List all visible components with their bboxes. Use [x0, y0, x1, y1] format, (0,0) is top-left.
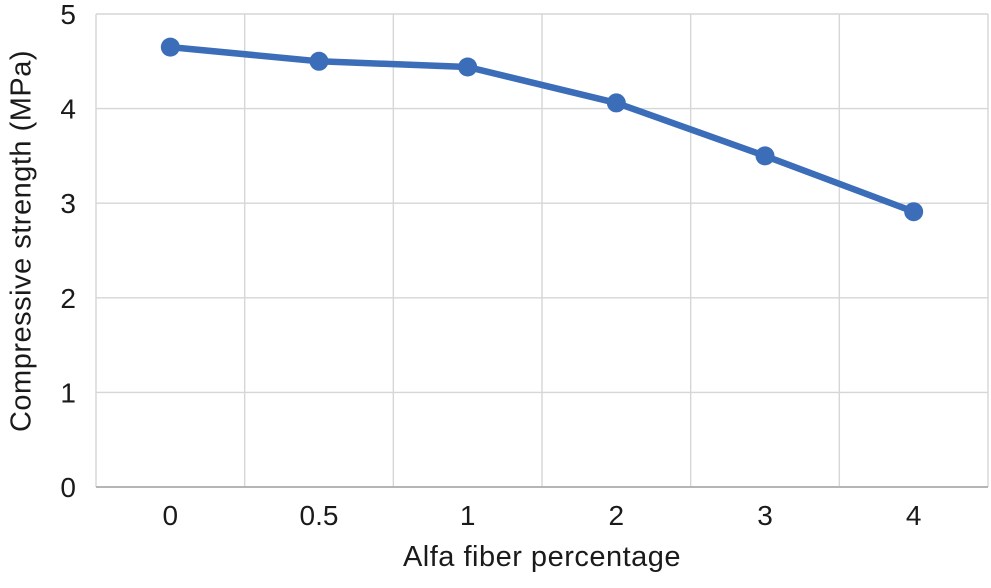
x-tick-label: 0.5: [300, 500, 339, 531]
x-tick-label: 1: [460, 500, 476, 531]
data-line: [167, 43, 917, 215]
y-tick-label: 1: [60, 377, 76, 408]
data-point: [160, 37, 180, 57]
y-tick-label: 0: [60, 472, 76, 503]
y-tick-label: 5: [60, 0, 76, 30]
y-tick-label: 2: [60, 283, 76, 314]
x-tick-label: 3: [757, 500, 773, 531]
x-tick-label: 0: [163, 500, 179, 531]
y-axis-title: Compressive strength (MPa): [5, 49, 38, 433]
data-point: [755, 146, 775, 166]
x-tick-label: 2: [609, 500, 625, 531]
data-point: [458, 57, 478, 77]
y-tick-label: 3: [60, 188, 76, 219]
data-point: [309, 51, 329, 71]
data-point: [606, 93, 626, 113]
x-tick-label: 4: [906, 500, 922, 531]
data-point: [904, 202, 924, 222]
y-tick-label: 4: [60, 94, 76, 125]
x-axis-title: Alfa fiber percentage: [402, 541, 682, 573]
